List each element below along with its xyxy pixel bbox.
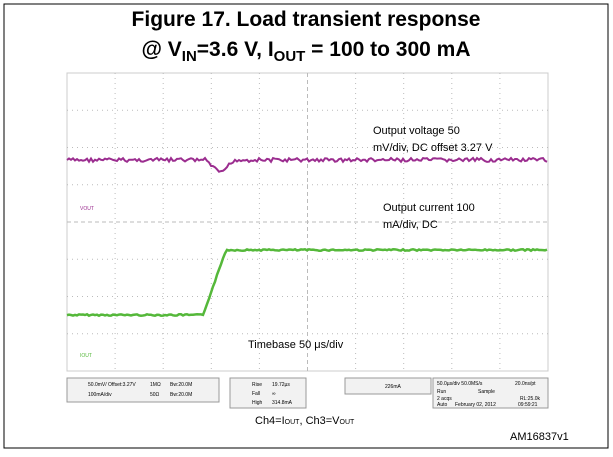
caption-sub: OUT bbox=[285, 419, 301, 426]
title: Figure 17. Load transient response bbox=[132, 8, 481, 31]
status-text: 100mA/div bbox=[88, 392, 112, 398]
caption-part: , Ch3=V bbox=[299, 415, 340, 427]
status-text: 314.8mA bbox=[272, 400, 293, 406]
figure-id: AM16837v1 bbox=[510, 431, 569, 443]
title-sub: OUT bbox=[274, 48, 306, 65]
caption-part: Ch4=I bbox=[255, 415, 285, 427]
annotation: Output current 100 bbox=[383, 202, 475, 214]
status-text: 09:59:21 bbox=[518, 402, 538, 408]
caption-sub: OUT bbox=[340, 419, 356, 426]
status-text: 50Ω bbox=[150, 392, 160, 398]
status-box bbox=[230, 378, 306, 408]
annotation: mV/div, DC offset 3.27 V bbox=[373, 142, 493, 154]
channel-label: IOUT bbox=[80, 353, 92, 359]
status-text: Rise bbox=[252, 382, 262, 388]
status-text: 19.72µs bbox=[272, 382, 290, 388]
status-text: High bbox=[252, 400, 263, 406]
status-text: Bw:20.0M bbox=[170, 382, 192, 388]
title-part: =3.6 V, I bbox=[197, 38, 274, 61]
status-text: Run bbox=[437, 389, 446, 395]
status-text: Bw:20.0M bbox=[170, 392, 192, 398]
title-part: @ V bbox=[141, 38, 181, 61]
title-part: = 100 to 300 mA bbox=[305, 38, 470, 61]
title-sub: IN bbox=[182, 48, 197, 65]
figure: Figure 17. Load transient response @ VIN… bbox=[0, 0, 613, 452]
status-text: 20.0ns/pt bbox=[515, 381, 536, 387]
annotation: mA/div, DC bbox=[383, 219, 438, 231]
status-text: Sample bbox=[478, 389, 495, 395]
annotation: Timebase 50 μs/div bbox=[248, 339, 344, 351]
status-text: Fall bbox=[252, 391, 260, 397]
status-text: 226mA bbox=[385, 384, 402, 390]
channel-label: VOUT bbox=[80, 206, 94, 212]
status-text: Auto bbox=[437, 402, 448, 408]
status-text: 1MΩ bbox=[150, 382, 161, 388]
status-text: ∞ bbox=[272, 391, 276, 397]
status-text: 50.0mV/ Offset:3.27V bbox=[88, 382, 136, 388]
annotation: Output voltage 50 bbox=[373, 125, 460, 137]
status-text: February 02, 2012 bbox=[455, 402, 496, 408]
status-text: 50.0µs/div 50.0MS/s bbox=[437, 381, 483, 387]
